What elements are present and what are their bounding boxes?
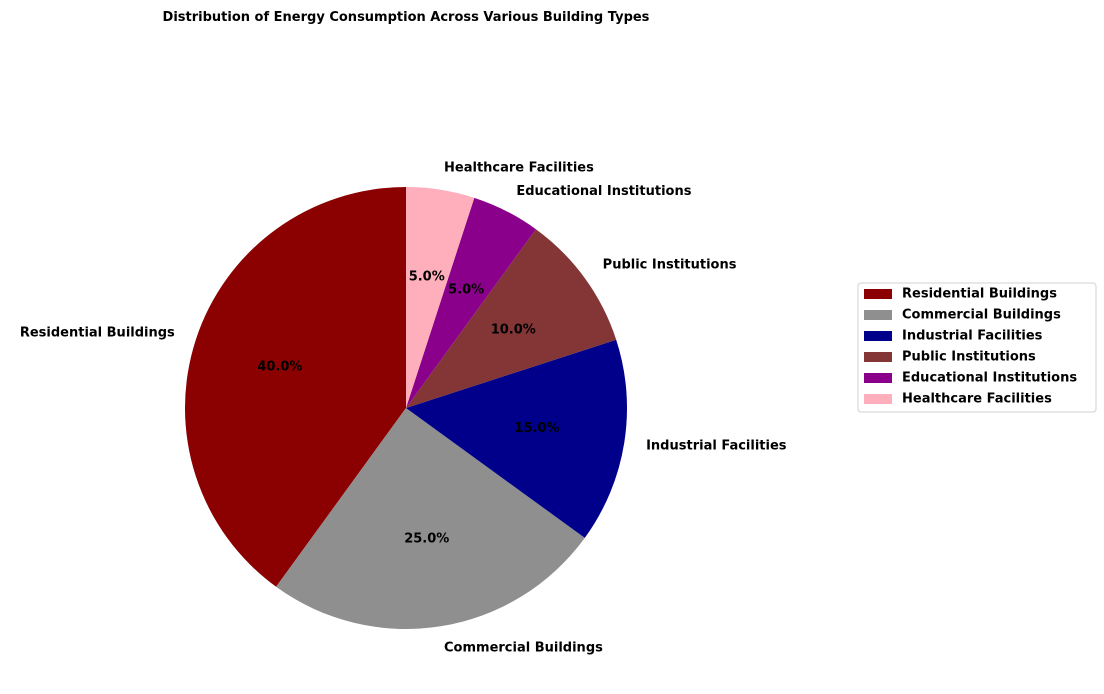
slice-label-healthcare-facilities: Healthcare Facilities [444, 160, 594, 175]
legend-swatch-residential-buildings [864, 289, 892, 299]
percent-label-commercial-buildings: 25.0% [404, 531, 449, 546]
slice-label-industrial-facilities: Industrial Facilities [646, 439, 787, 454]
pie-slice-industrial-facilities [406, 339, 627, 538]
pie-slice-public-institutions [406, 229, 617, 408]
slice-label-residential-buildings: Residential Buildings [20, 325, 175, 340]
percent-label-industrial-facilities: 15.0% [514, 421, 559, 436]
pie-slices [184, 187, 627, 630]
legend-swatch-commercial-buildings [864, 310, 892, 320]
pie-slice-commercial-buildings [276, 408, 585, 630]
slice-labels: Residential Buildings Commercial Building… [20, 160, 787, 655]
chart-title: Distribution of Energy Consumption Acros… [163, 10, 650, 25]
legend-label-healthcare-facilities: Healthcare Facilities [902, 392, 1052, 407]
percent-label-healthcare-facilities: 5.0% [409, 270, 445, 285]
percent-label-residential-buildings: 40.0% [257, 360, 302, 375]
legend: Residential Buildings Commercial Building… [857, 282, 1097, 413]
legend-swatch-healthcare-facilities [864, 394, 892, 404]
percent-label-educational-institutions: 5.0% [448, 282, 484, 297]
slice-label-commercial-buildings: Commercial Buildings [444, 641, 603, 656]
pie-slice-residential-buildings [184, 187, 406, 587]
slice-label-public-institutions: Public Institutions [603, 258, 737, 273]
legend-swatch-educational-institutions [864, 373, 892, 383]
percent-labels: 40.0% 25.0% 15.0% 10.0% 5.0%5.0% [257, 270, 559, 547]
slice-label-educational-institutions: Educational Institutions [516, 184, 691, 199]
legend-swatch-industrial-facilities [864, 331, 892, 341]
legend-label-educational-institutions: Educational Institutions [902, 371, 1077, 386]
legend-label-residential-buildings: Residential Buildings [902, 287, 1057, 302]
pie-slice-educational-institutions [406, 197, 536, 408]
legend-swatch-public-institutions [864, 352, 892, 362]
legend-frame [857, 282, 1097, 413]
legend-label-public-institutions: Public Institutions [902, 350, 1036, 365]
percent-label-public-institutions: 10.0% [491, 323, 536, 338]
pie-slice-healthcare-facilities [406, 187, 475, 408]
legend-label-commercial-buildings: Commercial Buildings [902, 308, 1061, 323]
legend-label-industrial-facilities: Industrial Facilities [902, 329, 1043, 344]
